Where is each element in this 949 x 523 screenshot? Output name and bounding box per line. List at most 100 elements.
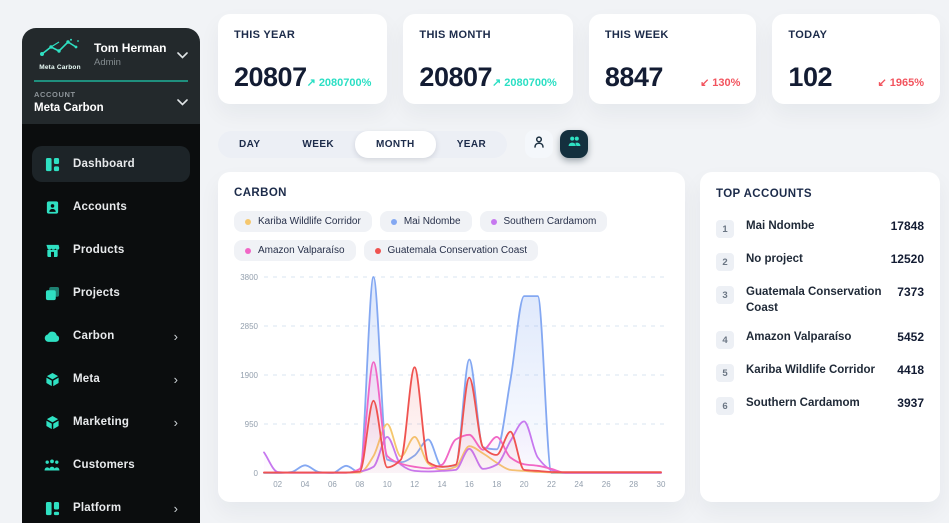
x-axis: 02 04 06 08 10 12 14 16 18 20 22 24 26 28 30 [273, 480, 666, 489]
stats-row: THIS YEAR 20807 ↗ 2080700% THIS MONTH 20… [218, 14, 940, 104]
account-row-value: 12520 [890, 252, 924, 266]
account-name: Meta Carbon [34, 102, 104, 114]
stat-value: 8847 [604, 62, 664, 92]
account-row-value: 7373 [897, 285, 924, 299]
legend-chip-southern-cardamom[interactable]: Southern Cardamom [479, 211, 608, 232]
svg-text:02: 02 [273, 480, 282, 489]
group-users-icon [567, 135, 582, 153]
period-tab-day[interactable]: DAY [239, 138, 261, 150]
sidebar: Meta Carbon Tom Herman Admin ACCOUNT Met… [22, 28, 200, 523]
svg-text:2850: 2850 [240, 322, 258, 331]
period-tab-month[interactable]: MONTH [355, 130, 436, 158]
stat-label: THIS MONTH [419, 29, 491, 41]
sidebar-item-products[interactable]: Products › [32, 232, 190, 268]
carbon-chart: 0 950 1900 2850 3800 02 04 06 08 10 12 14 16 18 20 22 24… [240, 273, 667, 489]
sidebar-item-meta[interactable]: Meta › [32, 361, 190, 397]
svg-text:18: 18 [492, 480, 501, 489]
account-selector[interactable]: ACCOUNT Meta Carbon [34, 82, 188, 124]
stat-card-this-year: THIS YEAR 20807 ↗ 2080700% [218, 14, 388, 104]
period-tab-year[interactable]: YEAR [456, 138, 487, 150]
series-guatemala-conservation-coast-line [263, 366, 662, 474]
period-tab-week[interactable]: WEEK [302, 138, 335, 150]
chart-title: CARBON [234, 187, 287, 199]
sidebar-item-platform[interactable]: Platform › [32, 490, 190, 523]
sidebar-item-label: Meta [73, 373, 101, 385]
carbon-chart-card: CARBON Kariba Wildlife Corridor Mai Ndom… [218, 172, 685, 502]
legend-label: Guatemala Conservation Coast [387, 245, 528, 256]
sidebar-item-label: Customers [73, 459, 135, 471]
legend-chip-guatemala-conservation-coast[interactable]: Guatemala Conservation Coast [363, 240, 539, 261]
legend-chip-amazon-valpara-so[interactable]: Amazon Valparaíso [234, 240, 356, 261]
top-accounts-list: 1 Mai Ndombe 17848 2 No project 12520 3 … [716, 212, 924, 422]
account-row-name: Kariba Wildlife Corridor [746, 364, 875, 377]
dashboard-icon [44, 156, 60, 172]
user-menu[interactable]: Meta Carbon Tom Herman Admin [34, 38, 188, 80]
stat-value: 102 [788, 62, 832, 92]
meta-carbon-logo-icon [38, 38, 82, 63]
group-users-toggle[interactable] [560, 130, 589, 158]
top-account-row-kariba-wildlife-corridor[interactable]: 5 Kariba Wildlife Corridor 4418 [716, 356, 924, 389]
legend-chip-mai-ndombe[interactable]: Mai Ndombe [379, 211, 472, 232]
stat-value: 20807 [234, 62, 307, 92]
sidebar-item-label: Accounts [73, 201, 127, 213]
top-account-row-mai-ndombe[interactable]: 1 Mai Ndombe 17848 [716, 212, 924, 245]
stat-card-this-month: THIS MONTH 20807 ↗ 2080700% [403, 14, 573, 104]
app-logo: Meta Carbon [34, 38, 86, 71]
rank-badge: 1 [716, 220, 734, 238]
chevron-right-icon: › [173, 371, 178, 387]
single-user-toggle[interactable] [525, 130, 554, 158]
svg-text:12: 12 [410, 480, 419, 489]
user-meta: Tom Herman Admin [94, 41, 169, 68]
top-account-row-guatemala-conservation-coast[interactable]: 3 Guatemala Conservation Coast 7373 [716, 278, 924, 323]
account-row-value: 5452 [897, 330, 924, 345]
svg-text:10: 10 [383, 480, 392, 489]
chevron-right-icon: › [173, 500, 178, 516]
single-user-icon [532, 135, 546, 154]
customers-icon [44, 457, 60, 473]
svg-text:28: 28 [629, 480, 638, 489]
rank-badge: 5 [716, 364, 734, 383]
sidebar-item-projects[interactable]: Projects › [32, 275, 190, 311]
rank-badge: 6 [716, 397, 734, 416]
sidebar-item-customers[interactable]: Customers › [32, 447, 190, 483]
stat-delta: ↗ 2080700% [306, 76, 372, 90]
top-account-row-southern-cardamom[interactable]: 6 Southern Cardamom 3937 [716, 389, 924, 422]
trend-up-icon: ↗ [306, 77, 316, 89]
svg-text:0: 0 [254, 469, 259, 478]
sidebar-item-label: Products [73, 244, 125, 256]
chevron-right-icon: › [173, 414, 178, 430]
sidebar-divider [34, 80, 188, 82]
legend-label: Amazon Valparaíso [258, 245, 345, 256]
sidebar-item-accounts[interactable]: Accounts › [32, 189, 190, 225]
sidebar-item-carbon[interactable]: Carbon › [32, 318, 190, 354]
trend-up-icon: ↗ [492, 77, 502, 89]
legend-chip-kariba-wildlife-corridor[interactable]: Kariba Wildlife Corridor [234, 211, 372, 232]
top-account-row-no-project[interactable]: 2 No project 12520 [716, 245, 924, 278]
account-row-value: 4418 [897, 363, 924, 378]
meta-icon [44, 371, 60, 387]
products-icon [44, 242, 60, 258]
sidebar-header: Meta Carbon Tom Herman Admin ACCOUNT Met… [22, 28, 200, 124]
legend-dot-icon [490, 218, 497, 225]
stat-value: 20807 [419, 62, 493, 92]
sidebar-item-dashboard[interactable]: Dashboard › [32, 146, 190, 182]
stat-label: THIS YEAR [234, 29, 296, 41]
stat-card-today: TODAY 102 ↙ 1965% [772, 14, 940, 104]
legend-label: Kariba Wildlife Corridor [258, 216, 361, 227]
sidebar-item-label: Carbon [73, 330, 115, 342]
stat-delta: ↙ 130% [700, 76, 741, 90]
chevron-down-icon [177, 93, 188, 111]
carbon-icon [44, 328, 60, 344]
svg-text:20: 20 [520, 480, 529, 489]
sidebar-item-marketing[interactable]: Marketing › [32, 404, 190, 440]
account-label: ACCOUNT [34, 90, 76, 99]
svg-text:16: 16 [465, 480, 474, 489]
top-account-row-amazon-valpara-so[interactable]: 4 Amazon Valparaíso 5452 [716, 323, 924, 356]
legend-dot-icon [390, 218, 397, 225]
svg-text:22: 22 [547, 480, 556, 489]
platform-icon [44, 500, 60, 516]
svg-text:3800: 3800 [240, 273, 258, 282]
svg-text:30: 30 [657, 480, 666, 489]
sidebar-nav: Dashboard › Accounts › Products › Projec… [22, 124, 200, 523]
